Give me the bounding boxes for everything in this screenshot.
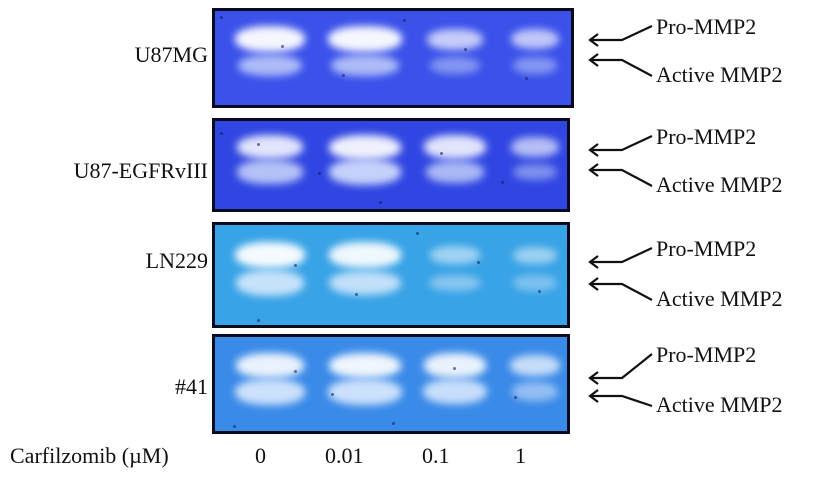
- row-label-u87mg: U87MG: [134, 42, 208, 67]
- active-mmp2-band: [238, 54, 302, 77]
- band-arrow: [590, 394, 653, 408]
- band-arrow: [588, 143, 599, 157]
- gel-speck: [525, 77, 528, 80]
- gel-panel-41: [212, 334, 570, 434]
- band-arrow: [588, 255, 599, 269]
- pro-mmp2-band: [511, 137, 559, 158]
- active-mmp2-band: [429, 274, 481, 292]
- pro-mmp2-band: [513, 246, 557, 264]
- band-arrow: [588, 389, 599, 403]
- gel-speck: [477, 261, 480, 264]
- active-mmp2-band: [429, 57, 481, 74]
- pro-mmp2-band: [429, 246, 481, 264]
- gel-speck: [294, 370, 297, 373]
- gel-speck: [453, 367, 456, 370]
- active-mmp2-label-row1: Active MMP2: [656, 62, 783, 87]
- active-mmp2-band: [329, 270, 401, 296]
- active-mmp2-band: [328, 159, 402, 185]
- band-arrow: [588, 163, 599, 177]
- pro-mmp2-band: [510, 28, 560, 50]
- band-arrow: [590, 247, 653, 264]
- active-mmp2-label-row2: Active MMP2: [656, 172, 783, 197]
- band-arrow: [590, 135, 653, 152]
- gel-speck: [379, 201, 382, 204]
- gel-speck: [464, 48, 467, 51]
- gel-speck: [501, 181, 504, 184]
- pro-mmp2-band: [328, 26, 402, 53]
- concentration-0-1: 0.1: [422, 443, 450, 468]
- gel-panel-u87-egfrviii: [212, 118, 570, 212]
- active-mmp2-band: [235, 270, 305, 296]
- active-mmp2-band: [511, 382, 559, 401]
- gel-speck: [257, 319, 260, 322]
- pro-mmp2-band: [235, 26, 305, 53]
- pro-mmp2-band: [235, 242, 305, 268]
- band-arrow: [590, 168, 653, 187]
- gel-speck: [342, 74, 345, 77]
- active-mmp2-band: [512, 57, 558, 74]
- band-arrow: [588, 33, 599, 47]
- pro-mmp2-band: [424, 135, 486, 160]
- pro-mmp2-label-row3: Pro-MMP2: [656, 236, 757, 261]
- gel-speck: [440, 152, 443, 155]
- gel-speck: [538, 290, 541, 293]
- gel-speck: [220, 132, 223, 135]
- row-label-u87-egfrviii: U87-EGFRvIII: [73, 158, 208, 183]
- gel-speck: [355, 293, 358, 296]
- active-mmp2-band: [237, 160, 303, 184]
- gel-speck: [257, 143, 260, 146]
- band-arrow: [590, 58, 653, 77]
- row-label-ln229: LN229: [145, 248, 208, 273]
- gel-speck: [392, 422, 395, 425]
- concentration-1: 1: [515, 443, 526, 468]
- band-arrow: [588, 371, 599, 385]
- pro-mmp2-label-row1: Pro-MMP2: [656, 14, 757, 39]
- active-mmp2-band: [331, 54, 399, 77]
- pro-mmp2-band: [328, 134, 402, 161]
- gel-speck: [233, 425, 236, 428]
- gel-speck: [514, 396, 517, 399]
- gel-speck: [331, 393, 334, 396]
- axis-title-carfilzomib: Carfilzomib (µM): [10, 443, 169, 468]
- pro-mmp2-band: [236, 352, 304, 378]
- active-mmp2-band: [328, 378, 402, 405]
- pro-mmp2-label-row4: Pro-MMP2: [656, 342, 757, 367]
- gel-speck: [281, 45, 284, 48]
- gel-panel-ln229: [212, 222, 570, 328]
- pro-mmp2-band: [236, 135, 304, 160]
- band-arrow: [588, 53, 599, 67]
- gel-speck: [403, 19, 406, 22]
- pro-mmp2-band: [328, 352, 402, 378]
- active-mmp2-band: [513, 275, 557, 291]
- gel-speck: [318, 172, 321, 175]
- active-mmp2-band: [423, 378, 487, 405]
- gel-speck: [294, 264, 297, 267]
- gel-panel-u87mg: [212, 8, 574, 108]
- active-mmp2-label-row4: Active MMP2: [656, 392, 783, 417]
- concentration-0-01: 0.01: [325, 443, 364, 468]
- band-arrow: [590, 353, 653, 380]
- active-mmp2-band: [425, 161, 485, 183]
- pro-mmp2-label-row2: Pro-MMP2: [656, 124, 757, 149]
- gel-speck: [220, 16, 223, 19]
- pro-mmp2-band: [423, 352, 487, 378]
- active-mmp2-label-row3: Active MMP2: [656, 286, 783, 311]
- concentration-0: 0: [255, 443, 266, 468]
- band-arrow: [588, 277, 599, 291]
- active-mmp2-band: [512, 163, 558, 181]
- pro-mmp2-band: [426, 28, 484, 50]
- band-arrow: [590, 25, 653, 42]
- pro-mmp2-band: [328, 242, 402, 268]
- band-arrow: [590, 282, 653, 301]
- gel-speck: [416, 232, 419, 235]
- row-label-41: #41: [175, 374, 208, 399]
- active-mmp2-band: [235, 378, 305, 405]
- pro-mmp2-band: [510, 354, 560, 376]
